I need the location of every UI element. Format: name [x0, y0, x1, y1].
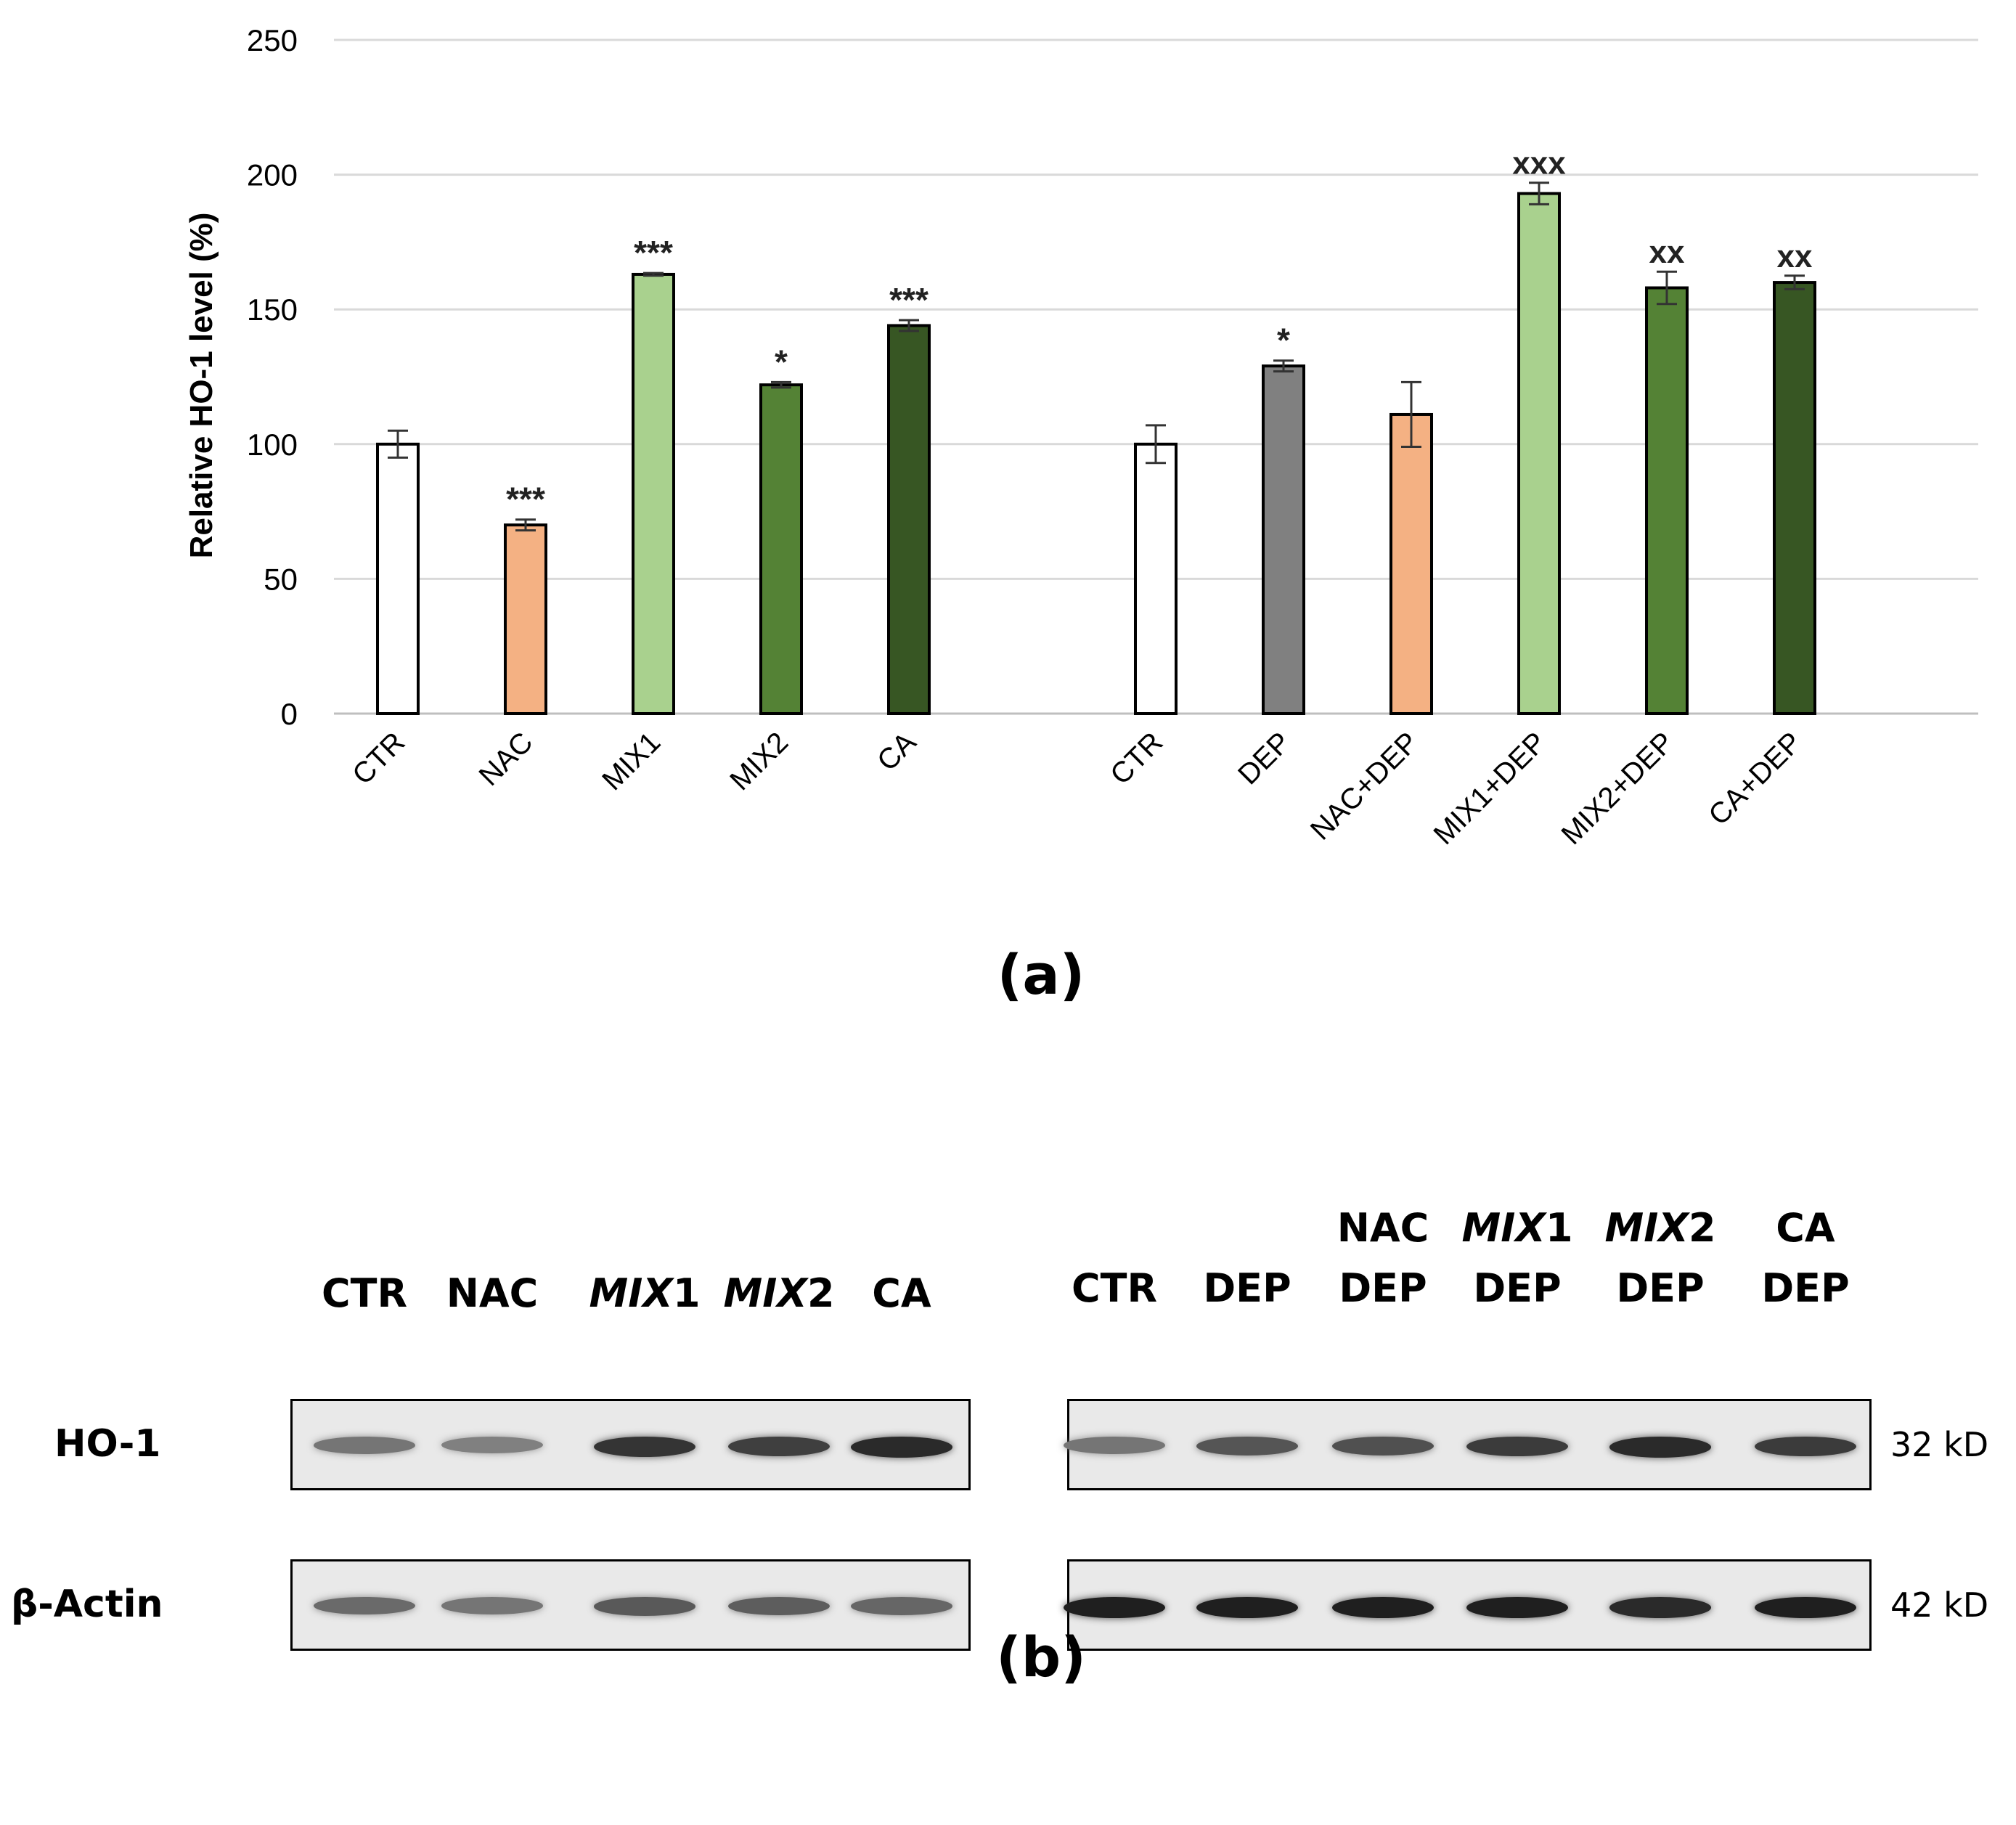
significance-label: * [775, 343, 788, 380]
bar-chart: 0 50 100 150 200 250 Relative HO-1 level (%) CT… [184, 23, 1978, 851]
panel-b-label: (b) [996, 1625, 1086, 1689]
protein-band [851, 1597, 952, 1615]
protein-band [1196, 1597, 1298, 1619]
lane-header-line1: CA [1776, 1205, 1835, 1251]
panel-a-label: (a) [997, 942, 1085, 1007]
bar [504, 523, 547, 715]
protein-band [728, 1437, 830, 1457]
x-tick-label: DEP [1232, 726, 1297, 791]
lane-header-italic: MIX [1604, 1205, 1689, 1251]
lane-header: DEP [1339, 1265, 1427, 1311]
significance-label: xx [1649, 234, 1685, 270]
protein-band [1609, 1597, 1711, 1618]
lane-header-line1: MIX2 [1604, 1205, 1715, 1251]
blot-row-label: HO-1 [54, 1422, 161, 1466]
bar [759, 383, 803, 715]
significance-label: *** [889, 281, 929, 319]
x-tick-label: CTR [346, 726, 411, 791]
protein-band [1064, 1597, 1165, 1619]
protein-band [441, 1437, 543, 1453]
lane-header-italic: MIX [1461, 1205, 1546, 1251]
y-tick-label: 0 [281, 697, 298, 731]
protein-band [314, 1597, 415, 1615]
x-tick-label: MIX1+DEP [1428, 726, 1553, 851]
lane-header: DEP [1473, 1265, 1562, 1311]
x-tick-label: NAC [473, 726, 539, 792]
molecular-weight-label: 42 kD [1890, 1585, 1989, 1625]
protein-band [1466, 1437, 1568, 1457]
bar [1389, 412, 1433, 716]
lane-header-text: 2 [807, 1270, 835, 1316]
significance-label: xxx [1512, 146, 1566, 181]
x-tick-label: MIX1 [596, 726, 666, 796]
lane-header-italic: MIX [723, 1270, 807, 1316]
lane-header: NAC [446, 1270, 539, 1316]
significance-label: * [1277, 322, 1290, 359]
y-tick-label: 100 [247, 428, 298, 462]
protein-band [594, 1597, 695, 1616]
protein-band [594, 1437, 695, 1457]
lane-header-text: CTR [321, 1270, 408, 1316]
protein-band [1466, 1597, 1568, 1619]
protein-band [1196, 1437, 1298, 1455]
lane-header-text: 1 [1545, 1205, 1573, 1251]
protein-band [1064, 1437, 1165, 1454]
bar [1773, 281, 1816, 715]
lane-header: CTR [1071, 1265, 1158, 1311]
lane-header: CA [872, 1270, 931, 1316]
significance-label: xx [1777, 239, 1813, 274]
x-tick-label: NAC+DEP [1305, 726, 1425, 846]
significance-label: *** [506, 481, 545, 518]
y-axis-label: Relative HO-1 level (%) [184, 213, 219, 559]
bar [632, 272, 675, 716]
bar [1262, 364, 1305, 715]
lane-header: DEP [1616, 1265, 1705, 1311]
bar [887, 324, 931, 715]
lane-header-text: NAC [446, 1270, 539, 1316]
lane-header-text: CA [1776, 1205, 1835, 1251]
y-tick-label: 250 [247, 23, 298, 57]
protein-band [851, 1437, 952, 1458]
bar [1134, 442, 1178, 715]
protein-band [1332, 1437, 1434, 1456]
x-tick-label: CA [871, 726, 923, 777]
lane-header-text: 1 [672, 1270, 701, 1316]
y-tick-label: 200 [247, 158, 298, 192]
lane-header-line1: MIX1 [1461, 1205, 1572, 1251]
x-tick-label: MIX2+DEP [1556, 726, 1681, 851]
y-tick-label: 50 [264, 562, 298, 596]
molecular-weight-label: 32 kD [1890, 1425, 1989, 1464]
bar [1517, 192, 1561, 716]
bar [1645, 286, 1689, 715]
protein-band [728, 1597, 830, 1616]
significance-label: *** [634, 234, 673, 271]
lane-header-line1: NAC [1337, 1205, 1429, 1251]
lane-header: MIX1 [589, 1270, 700, 1316]
lane-header-italic: MIX [589, 1270, 673, 1316]
x-tick-label: CTR [1104, 726, 1169, 791]
lane-header-text: 2 [1688, 1205, 1716, 1251]
protein-band [1332, 1597, 1434, 1619]
lane-header: CTR [322, 1270, 407, 1316]
x-tick-label: CA+DEP [1702, 726, 1808, 831]
lane-header-text: CA [872, 1270, 931, 1316]
y-tick-label: 150 [247, 293, 298, 327]
lane-header: DEP [1761, 1265, 1850, 1311]
bar [376, 442, 420, 715]
protein-band [1755, 1597, 1856, 1619]
lane-header-text: NAC [1336, 1205, 1429, 1251]
protein-band [441, 1597, 543, 1614]
protein-band [314, 1437, 415, 1454]
lane-header: MIX2 [723, 1270, 834, 1316]
lane-header: DEP [1203, 1265, 1291, 1311]
protein-band [1755, 1437, 1856, 1457]
x-tick-label: MIX2 [724, 726, 794, 796]
protein-band [1609, 1437, 1711, 1458]
blot-row-label: β-Actin [11, 1583, 163, 1626]
